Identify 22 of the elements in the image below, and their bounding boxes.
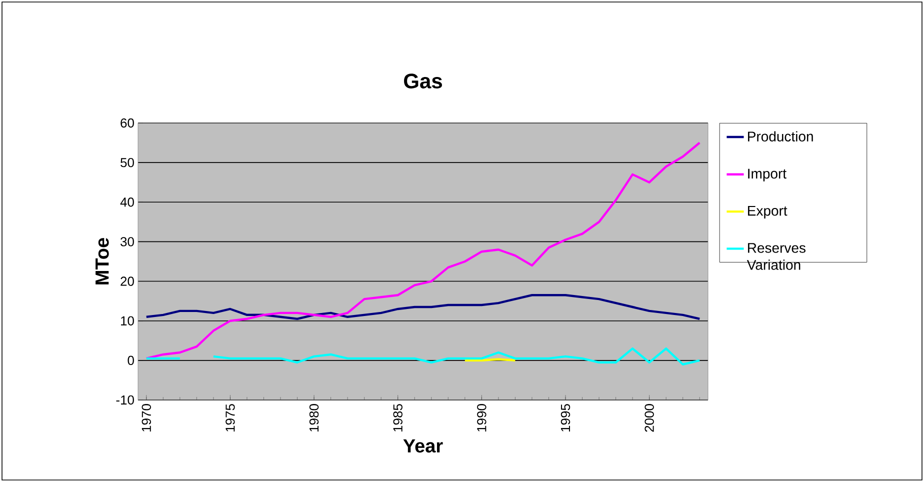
legend-label: Export — [748, 206, 788, 219]
legend-label: Import — [748, 168, 786, 182]
y-tick-label: 40 — [120, 198, 134, 207]
x-tick-label: 1990 — [477, 404, 486, 432]
legend-label: Reserves Variation — [746, 243, 806, 270]
y-tick-label: 0 — [128, 356, 134, 366]
chart-title: Gas — [404, 74, 442, 88]
x-tick-label: 1980 — [309, 404, 319, 432]
y-tick-label: 10 — [121, 316, 134, 326]
y-tick-label: 50 — [120, 158, 134, 168]
y-tick-label: 60 — [120, 118, 134, 128]
y-tick-label: 30 — [120, 237, 134, 246]
y-tick-label: -10 — [116, 395, 134, 405]
x-tick-label: 1970 — [142, 404, 151, 432]
x-tick-label: 1995 — [560, 404, 570, 432]
x-tick-label: 1985 — [393, 404, 402, 432]
y-tick-label: 20 — [120, 276, 134, 286]
x-tick-label: 1975 — [226, 404, 235, 432]
x-axis-title: Year — [403, 439, 443, 453]
x-tick-label: 2000 — [644, 404, 654, 432]
y-axis-title: MToe — [96, 238, 109, 284]
legend-label: Production — [748, 131, 813, 142]
